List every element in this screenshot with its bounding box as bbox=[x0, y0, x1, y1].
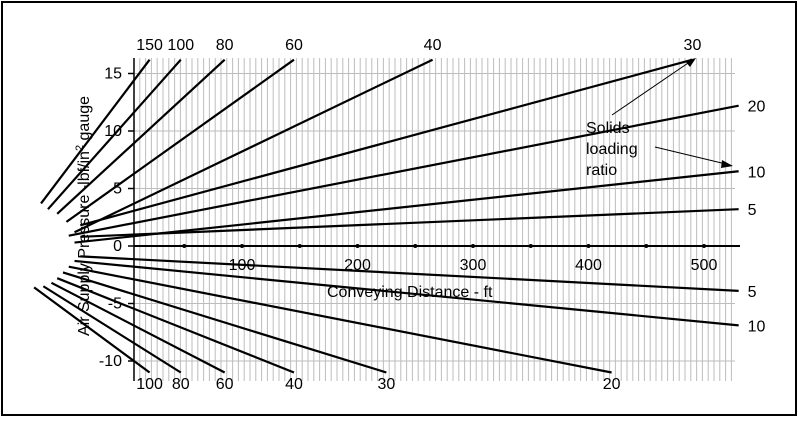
negative-ratio-5-line bbox=[80, 255, 739, 292]
x-axis-tick-mark bbox=[182, 244, 187, 248]
positive-ratio-60-label: 60 bbox=[285, 37, 303, 54]
y-axis-label-sup: 2 bbox=[74, 145, 86, 151]
positive-ratio-150-line bbox=[40, 59, 151, 205]
positive-ratio-5-line bbox=[80, 208, 739, 238]
positive-ratio-100-label: 100 bbox=[167, 37, 194, 54]
positive-ratio-100-line bbox=[47, 58, 182, 210]
y-tick-label: 5 bbox=[113, 181, 122, 198]
annotation: Solids loading ratio bbox=[586, 58, 733, 179]
tick-labels: 100 200 300 400 500 15 10 5 0 -5 -10 bbox=[99, 66, 718, 371]
x-axis-tick-mark bbox=[355, 244, 360, 248]
x-axis-tick-mark bbox=[471, 244, 475, 248]
x-tick-label: 500 bbox=[691, 257, 718, 274]
x-tick-label: 400 bbox=[575, 257, 602, 274]
y-axis-label: Air Supply Pressure -lbf/in2 gauge bbox=[74, 96, 93, 336]
positive-ratio-10-line bbox=[74, 170, 739, 244]
negative-ratio-30-line bbox=[62, 271, 387, 374]
positive-ratio-80-line bbox=[56, 58, 226, 215]
positive-ratio-60-line bbox=[65, 58, 295, 223]
x-tick-label: 300 bbox=[460, 257, 487, 274]
x-axis-tick-mark bbox=[586, 244, 591, 248]
negative-ratio-20-line bbox=[68, 265, 612, 374]
series-lines bbox=[33, 58, 739, 374]
x-axis-tick-mark bbox=[528, 244, 533, 248]
positive-ratio-150-label: 150 bbox=[136, 37, 163, 54]
y-axis-label-base: Air Supply Pressure -lbf/in bbox=[76, 151, 93, 336]
negative-ratio-30-label: 30 bbox=[377, 376, 395, 393]
positive-ratio-30-label: 30 bbox=[684, 37, 702, 54]
negative-ratio-60-line bbox=[50, 281, 226, 374]
negative-ratio-40-label: 40 bbox=[285, 376, 303, 393]
y-axis-label-tail: gauge bbox=[76, 96, 93, 145]
x-axis-tick-mark bbox=[240, 244, 244, 248]
x-axis-tick-mark bbox=[413, 244, 418, 248]
positive-ratio-80-label: 80 bbox=[216, 37, 234, 54]
negative-ratio-100-label: 100 bbox=[136, 376, 163, 393]
x-axis-label: Conveying Distance - ft bbox=[327, 284, 493, 301]
x-axis-tick-mark bbox=[702, 244, 706, 248]
y-tick-label: 0 bbox=[113, 238, 122, 255]
negative-ratio-80-line bbox=[42, 285, 182, 374]
negative-ratio-10-line bbox=[74, 259, 739, 327]
x-axis-tick-mark bbox=[644, 244, 649, 248]
negative-ratio-20-label: 20 bbox=[603, 376, 621, 393]
positive-ratio-20-line bbox=[68, 104, 739, 237]
x-tick-label: 200 bbox=[344, 257, 371, 274]
negative-ratio-100-line bbox=[33, 286, 151, 374]
y-tick-label: -5 bbox=[108, 296, 122, 313]
annotation-arrowhead-right bbox=[721, 160, 733, 168]
negative-ratio-10-label: 10 bbox=[748, 318, 766, 335]
negative-ratio-80-label: 80 bbox=[172, 376, 190, 393]
positive-ratio-10-label: 10 bbox=[748, 164, 766, 181]
negative-ratio-5-label: 5 bbox=[748, 284, 757, 301]
annotation-line-1: Solids bbox=[586, 120, 630, 137]
annotation-arrow-right bbox=[654, 146, 731, 166]
y-tick-label: 15 bbox=[104, 66, 122, 83]
x-tick-label: 100 bbox=[229, 257, 256, 274]
positive-ratio-40-line bbox=[74, 58, 434, 234]
positive-ratio-5-label: 5 bbox=[748, 202, 757, 219]
positive-ratio-20-label: 20 bbox=[748, 99, 766, 116]
annotation-arrowhead-up bbox=[685, 58, 696, 67]
y-tick-label: 10 bbox=[104, 123, 122, 140]
negative-ratio-40-line bbox=[56, 277, 295, 374]
annotation-arrow-up bbox=[611, 58, 695, 116]
x-axis-tick-mark bbox=[297, 244, 302, 248]
annotation-line-3: ratio bbox=[586, 162, 617, 179]
y-tick-label: -10 bbox=[99, 353, 122, 370]
positive-ratio-40-label: 40 bbox=[424, 37, 442, 54]
annotation-line-2: loading bbox=[586, 141, 638, 158]
grid bbox=[133, 58, 735, 381]
negative-ratio-60-label: 60 bbox=[216, 376, 234, 393]
positive-ratio-30-line bbox=[80, 58, 693, 227]
